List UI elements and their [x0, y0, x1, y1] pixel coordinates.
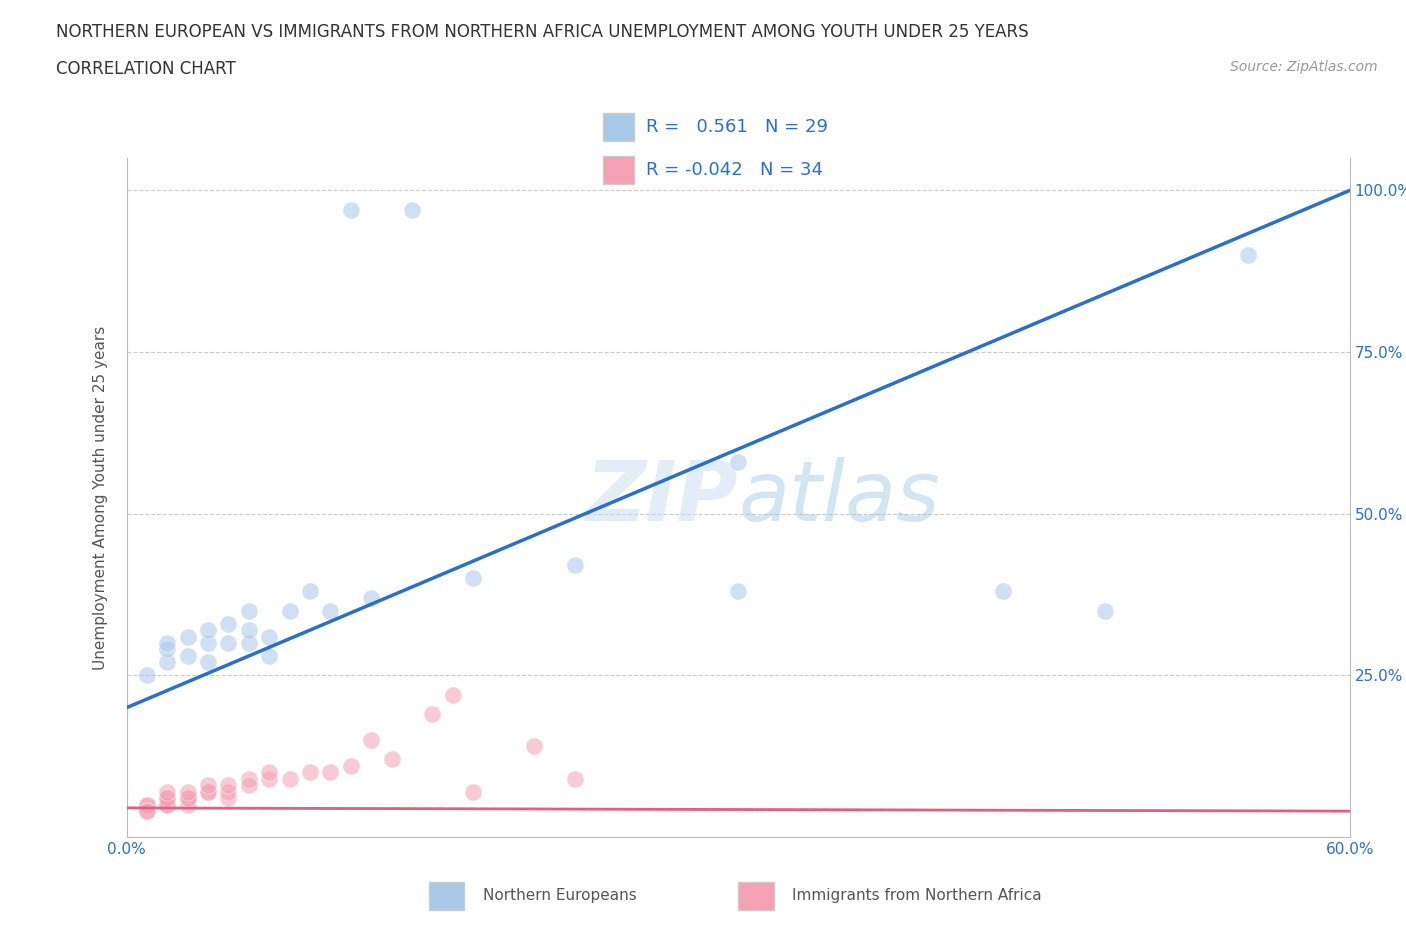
Text: Source: ZipAtlas.com: Source: ZipAtlas.com [1230, 60, 1378, 74]
Point [177, 648, 200, 663]
Point [360, 591, 382, 605]
Point [564, 558, 586, 573]
Point [523, 739, 546, 754]
Point [299, 764, 322, 779]
Point [727, 584, 749, 599]
Point [135, 797, 157, 812]
Point [238, 777, 260, 792]
Point [360, 733, 382, 748]
Point [218, 784, 240, 799]
Point [340, 759, 363, 774]
Point [177, 790, 200, 805]
Point [197, 635, 219, 650]
Point [259, 764, 281, 779]
Point [278, 604, 301, 618]
Point [238, 623, 260, 638]
Point [299, 584, 322, 599]
Point [156, 797, 179, 812]
Point [278, 771, 301, 786]
Point [463, 571, 485, 586]
Point [156, 790, 179, 805]
FancyBboxPatch shape [603, 156, 634, 184]
Point [197, 784, 219, 799]
Text: NORTHERN EUROPEAN VS IMMIGRANTS FROM NORTHERN AFRICA UNEMPLOYMENT AMONG YOUTH UN: NORTHERN EUROPEAN VS IMMIGRANTS FROM NOR… [56, 23, 1029, 41]
Point [564, 771, 586, 786]
Point [238, 604, 260, 618]
Point [197, 784, 219, 799]
Point [340, 203, 363, 218]
FancyBboxPatch shape [603, 113, 634, 141]
Point [156, 784, 179, 799]
Text: Northern Europeans: Northern Europeans [484, 887, 637, 903]
Point [993, 584, 1015, 599]
Point [441, 687, 464, 702]
Point [135, 797, 157, 812]
Point [259, 771, 281, 786]
Point [177, 629, 200, 644]
Point [177, 797, 200, 812]
Point [177, 790, 200, 805]
Point [218, 790, 240, 805]
Point [197, 655, 219, 670]
Point [218, 777, 240, 792]
Point [463, 784, 485, 799]
Point [177, 784, 200, 799]
Point [401, 203, 423, 218]
Point [135, 668, 157, 683]
Point [156, 635, 179, 650]
Text: Immigrants from Northern Africa: Immigrants from Northern Africa [793, 887, 1042, 903]
Point [422, 707, 444, 722]
Point [1237, 247, 1260, 262]
Text: CORRELATION CHART: CORRELATION CHART [56, 60, 236, 78]
Point [218, 635, 240, 650]
Point [135, 804, 157, 818]
Point [380, 752, 404, 767]
Point [238, 771, 260, 786]
Point [238, 635, 260, 650]
Point [156, 655, 179, 670]
Y-axis label: Unemployment Among Youth under 25 years: Unemployment Among Youth under 25 years [93, 326, 108, 670]
Point [156, 642, 179, 657]
FancyBboxPatch shape [429, 883, 464, 910]
Point [727, 455, 749, 470]
Point [156, 797, 179, 812]
Point [319, 604, 342, 618]
Point [197, 623, 219, 638]
Point [218, 617, 240, 631]
Point [259, 648, 281, 663]
Point [156, 790, 179, 805]
Point [259, 629, 281, 644]
Text: ZIP: ZIP [585, 457, 738, 538]
Point [1094, 604, 1116, 618]
Point [135, 804, 157, 818]
Text: R = -0.042   N = 34: R = -0.042 N = 34 [647, 161, 823, 179]
FancyBboxPatch shape [738, 883, 773, 910]
Text: atlas: atlas [738, 457, 939, 538]
Text: R =   0.561   N = 29: R = 0.561 N = 29 [647, 118, 828, 137]
Point [197, 777, 219, 792]
Point [319, 764, 342, 779]
